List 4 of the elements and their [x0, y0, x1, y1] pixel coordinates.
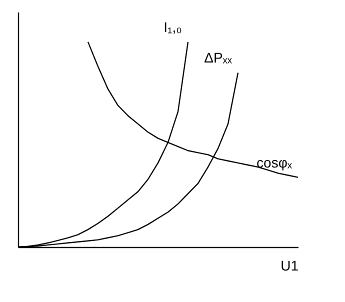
series-label: I₁,₀	[164, 18, 182, 35]
series-label: cosφₓ	[256, 154, 292, 170]
x-axis-title: U1	[280, 258, 299, 274]
series-label: ΔPₓₓ	[204, 50, 232, 66]
